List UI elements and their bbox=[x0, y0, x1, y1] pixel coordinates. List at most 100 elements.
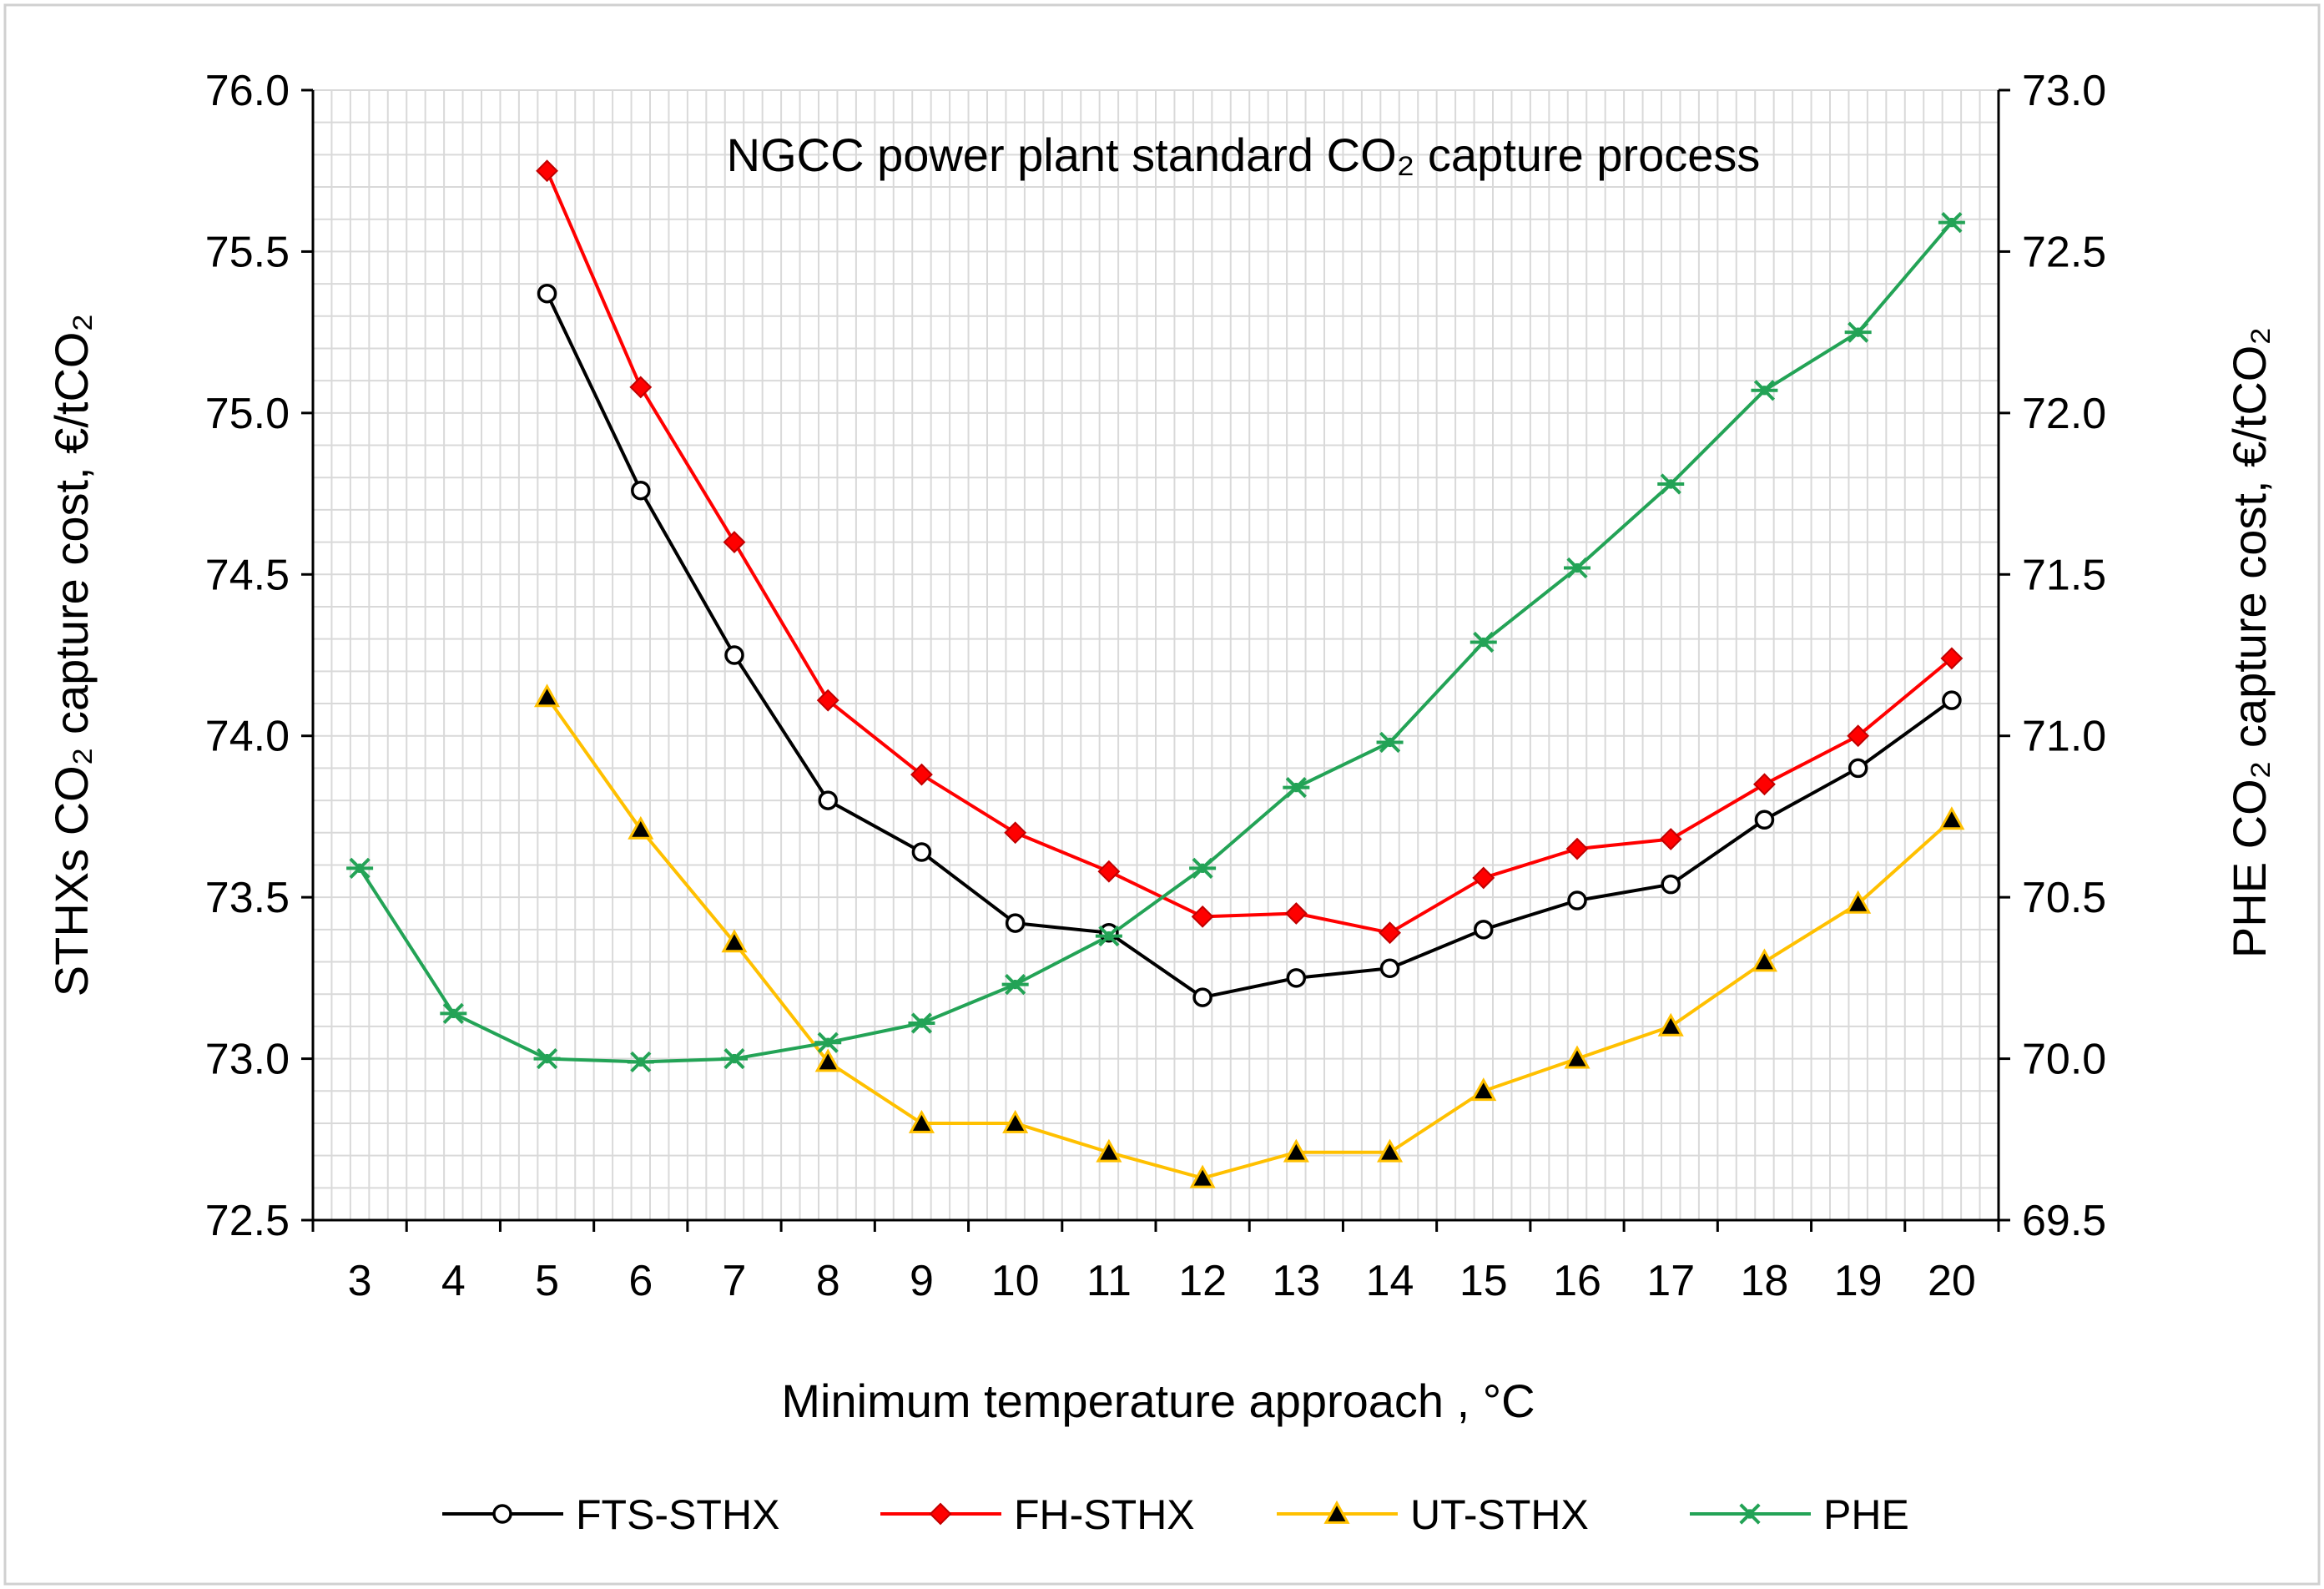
data-point-fts-sthx bbox=[1379, 958, 1400, 979]
y-right-tick-label: 73.0 bbox=[2022, 67, 2106, 115]
data-point-fh-sthx bbox=[629, 376, 653, 399]
series-line-fh-sthx bbox=[545, 169, 1953, 935]
y-right-tick-label: 72.5 bbox=[2022, 228, 2106, 276]
y-right-tick-label: 70.0 bbox=[2022, 1036, 2106, 1084]
y-left-tick-label: 74.0 bbox=[205, 713, 290, 761]
legend-label-phe: PHE bbox=[1823, 1491, 1909, 1538]
y-right-tick-label: 71.0 bbox=[2022, 713, 2106, 761]
data-point-fts-sthx bbox=[1005, 913, 1026, 933]
data-point-phe bbox=[533, 1047, 561, 1070]
x-tick-label: 15 bbox=[1459, 1257, 1508, 1305]
data-point-ut-sthx bbox=[1377, 1138, 1404, 1163]
data-point-ut-sthx bbox=[1657, 1012, 1684, 1037]
y-left-tick-label: 74.5 bbox=[205, 551, 290, 599]
series-layer bbox=[358, 169, 1953, 1180]
x-tick-label: 6 bbox=[628, 1257, 653, 1305]
data-point-fh-sthx bbox=[723, 531, 746, 554]
y-right-tick-label: 70.5 bbox=[2022, 874, 2106, 922]
y-left-tick-label: 73.0 bbox=[205, 1036, 290, 1084]
marker-layer bbox=[346, 159, 1965, 1188]
data-point-phe bbox=[627, 1051, 654, 1073]
data-point-phe bbox=[1564, 557, 1591, 579]
legend-label-fts-sthx: FTS-STHX bbox=[576, 1491, 779, 1538]
data-point-ut-sthx bbox=[908, 1109, 935, 1133]
data-point-fh-sthx bbox=[1284, 902, 1308, 925]
data-point-fts-sthx bbox=[911, 842, 932, 862]
series-line-ut-sthx bbox=[545, 696, 1953, 1180]
data-point-fts-sthx bbox=[1567, 890, 1587, 911]
x-tick-label: 9 bbox=[910, 1257, 934, 1305]
axes-layer: 72.5 73.0 73.5 74.0 74.5 75.0 75.5 76.0 69.5 70.0… bbox=[205, 67, 2106, 1305]
x-tick-label: 10 bbox=[991, 1257, 1040, 1305]
data-point-ut-sthx bbox=[814, 1048, 841, 1072]
data-point-fts-sthx bbox=[724, 645, 744, 665]
data-point-phe bbox=[1470, 631, 1497, 653]
data-point-fts-sthx bbox=[631, 480, 651, 501]
y-left-tick-label: 72.5 bbox=[205, 1197, 290, 1245]
legend-marker-fh-sthx bbox=[929, 1502, 952, 1526]
data-point-ut-sthx bbox=[1470, 1077, 1497, 1102]
y-right-tick-label: 72.0 bbox=[2022, 390, 2106, 438]
data-point-fh-sthx bbox=[1191, 905, 1214, 928]
data-point-ut-sthx bbox=[1096, 1138, 1122, 1163]
y-left-tick-label: 76.0 bbox=[205, 67, 290, 115]
data-point-fts-sthx bbox=[1192, 987, 1212, 1007]
data-point-phe bbox=[346, 857, 374, 879]
series-line-phe bbox=[358, 221, 1953, 1064]
data-point-fh-sthx bbox=[1379, 921, 1401, 945]
data-point-ut-sthx bbox=[628, 815, 654, 840]
x-tick-label: 8 bbox=[816, 1257, 840, 1305]
x-tick-label: 18 bbox=[1741, 1257, 1789, 1305]
y-left-tick-label: 73.5 bbox=[205, 874, 290, 922]
data-point-fts-sthx bbox=[1474, 920, 1494, 940]
data-point-fts-sthx bbox=[1754, 810, 1775, 830]
data-point-phe bbox=[1001, 973, 1029, 996]
x-tick-label: 12 bbox=[1178, 1257, 1227, 1305]
x-tick-label: 16 bbox=[1553, 1257, 1601, 1305]
data-point-phe bbox=[1938, 211, 1965, 234]
data-point-fh-sthx bbox=[1940, 647, 1964, 670]
x-tick-label: 11 bbox=[1086, 1257, 1132, 1305]
data-point-fts-sthx bbox=[818, 790, 838, 810]
x-tick-label: 4 bbox=[441, 1257, 466, 1305]
chart-title: NGCC power plant standard CO₂ capture pr… bbox=[727, 129, 1761, 181]
data-point-fts-sthx bbox=[1848, 758, 1868, 779]
data-point-ut-sthx bbox=[1283, 1138, 1309, 1163]
data-point-ut-sthx bbox=[1564, 1045, 1591, 1069]
legend: FTS-STHX FH-STHX UT-STHX PHE bbox=[442, 1491, 1909, 1538]
data-point-ut-sthx bbox=[721, 929, 748, 953]
x-tick-label: 19 bbox=[1834, 1257, 1883, 1305]
data-point-fh-sthx bbox=[1004, 821, 1027, 845]
legend-label-fh-sthx: FH-STHX bbox=[1014, 1491, 1195, 1538]
data-point-ut-sthx bbox=[1938, 806, 1965, 830]
data-point-fh-sthx bbox=[816, 689, 839, 712]
data-point-ut-sthx bbox=[1002, 1109, 1029, 1133]
y-right-tick-label: 71.5 bbox=[2022, 551, 2106, 599]
data-point-fts-sthx bbox=[537, 283, 557, 304]
data-point-phe bbox=[1095, 925, 1122, 947]
y-axis-left-title: STHXs CO₂ capture cost, €/tCO₂ bbox=[45, 314, 98, 996]
data-point-phe bbox=[440, 1002, 467, 1025]
data-point-fh-sthx bbox=[1753, 773, 1776, 796]
data-point-fts-sthx bbox=[1942, 690, 1962, 710]
x-axis-title: Minimum temperature approach , °C bbox=[781, 1375, 1535, 1427]
data-point-phe bbox=[908, 1012, 935, 1034]
y-left-tick-label: 75.5 bbox=[205, 228, 290, 276]
data-point-ut-sthx bbox=[1845, 890, 1872, 914]
data-point-ut-sthx bbox=[1189, 1164, 1216, 1188]
x-tick-label: 5 bbox=[535, 1257, 559, 1305]
legend-marker-fts-sthx bbox=[492, 1504, 512, 1524]
data-point-fh-sthx bbox=[1472, 866, 1495, 890]
data-point-phe bbox=[1376, 731, 1404, 754]
legend-marker-phe bbox=[1737, 1503, 1763, 1525]
y-left-tick-label: 75.0 bbox=[205, 390, 290, 438]
data-point-phe bbox=[1657, 473, 1685, 495]
x-tick-label: 20 bbox=[1928, 1257, 1976, 1305]
data-point-fh-sthx bbox=[536, 159, 558, 183]
data-point-ut-sthx bbox=[534, 684, 561, 708]
x-tick-label: 17 bbox=[1646, 1257, 1695, 1305]
data-point-phe bbox=[1283, 776, 1310, 799]
x-tick-label: 3 bbox=[348, 1257, 372, 1305]
